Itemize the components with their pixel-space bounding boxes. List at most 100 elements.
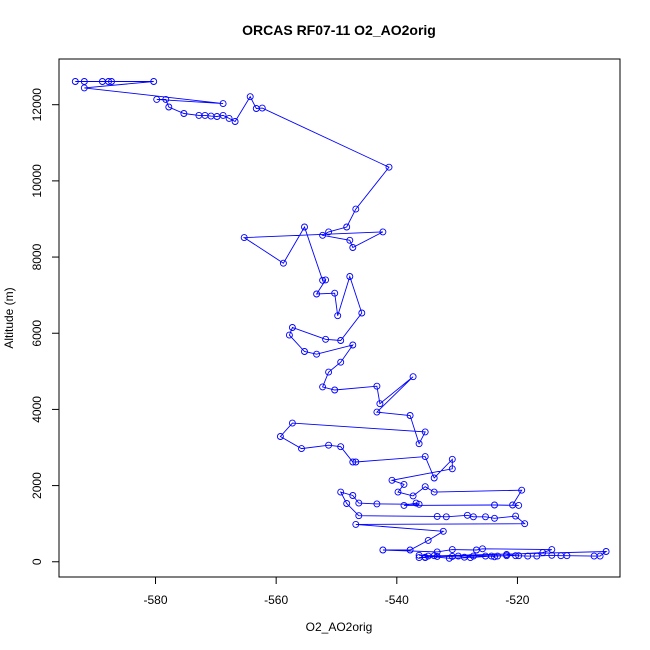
data-point [358, 309, 366, 317]
data-point [563, 552, 571, 560]
data-point [313, 350, 321, 358]
data-point [337, 358, 345, 366]
data-point [491, 501, 498, 509]
data-point [385, 163, 393, 171]
x-axis: -580 -560 -540 -520 [144, 577, 530, 607]
chart-title: ORCAS RF07-11 O2_AO2orig [242, 22, 436, 38]
data-point [355, 512, 363, 520]
data-point [153, 95, 161, 103]
data-point [373, 382, 381, 390]
data-point [596, 552, 604, 560]
data-point [469, 513, 477, 521]
data-point [219, 111, 227, 119]
data-point [71, 78, 79, 85]
data-point [285, 331, 293, 339]
y-tick-label: 0 [30, 558, 44, 565]
data-point [515, 501, 523, 509]
x-axis-label: O2_AO2orig [306, 620, 373, 634]
data-point [301, 223, 308, 231]
data-point [180, 110, 188, 117]
data-point [331, 289, 339, 297]
data-point [488, 552, 495, 560]
data-point [503, 552, 511, 560]
y-tick-label: 10000 [30, 164, 44, 198]
data-point [421, 554, 429, 562]
data-point [430, 488, 438, 496]
data-point [373, 500, 381, 508]
data-point [512, 552, 520, 560]
data-point [415, 551, 423, 559]
data-point [415, 500, 423, 508]
y-axis-label: Altitude (m) [2, 287, 16, 348]
data-point [240, 234, 248, 242]
data-point [346, 273, 354, 280]
data-point [337, 443, 345, 451]
data-point [406, 546, 414, 554]
data-point [433, 552, 441, 560]
data-point [482, 513, 489, 521]
data-point [288, 324, 296, 331]
data-point [165, 103, 173, 111]
data-point [352, 520, 360, 528]
data-point [439, 527, 447, 535]
y-tick-label: 2000 [30, 472, 44, 499]
data-point [337, 337, 345, 344]
data-point [322, 276, 330, 284]
data-point [325, 368, 333, 376]
data-point [379, 228, 387, 236]
data-point [298, 445, 305, 453]
data-point [491, 553, 498, 561]
data-point [313, 290, 321, 298]
data-point [539, 549, 547, 557]
data-point [150, 78, 158, 85]
data-point [301, 348, 308, 355]
data-point [515, 552, 523, 560]
data-point [406, 412, 414, 419]
data-point [343, 500, 351, 507]
data-point [319, 231, 327, 239]
data-point [442, 513, 450, 521]
x-tick-label: -580 [144, 593, 168, 607]
data-point [448, 465, 456, 473]
data-point [288, 419, 296, 427]
data-point [225, 114, 233, 122]
data-point [246, 93, 254, 101]
data-point [521, 520, 529, 528]
data-point [424, 536, 432, 544]
data-point [394, 488, 402, 496]
data-point [319, 383, 327, 391]
data-point [337, 488, 345, 496]
data-point [231, 118, 239, 125]
data-point [80, 84, 88, 92]
series-line [75, 81, 608, 559]
data-point [388, 476, 396, 484]
data-point [258, 104, 266, 112]
x-tick-label: -540 [385, 593, 409, 607]
data-point [415, 440, 423, 448]
data-point [548, 551, 556, 559]
data-point [346, 236, 354, 244]
x-tick-label: -560 [264, 593, 288, 607]
data-point [352, 205, 360, 213]
data-point [349, 341, 357, 349]
x-tick-label: -520 [505, 593, 529, 607]
data-point [421, 428, 429, 436]
data-point [319, 276, 327, 284]
data-point [334, 312, 342, 320]
y-tick-label: 8000 [30, 243, 44, 270]
data-point [279, 259, 287, 267]
data-point [322, 335, 330, 343]
data-point [479, 545, 486, 553]
data-point [355, 499, 363, 507]
data-point [466, 554, 474, 562]
data-point [518, 486, 526, 494]
data-point [400, 480, 408, 488]
data-point [331, 386, 339, 394]
data-point [430, 552, 438, 560]
data-point [276, 433, 284, 440]
data-point [400, 501, 408, 509]
data-point [448, 546, 456, 554]
data-point [409, 492, 417, 500]
data-point [430, 474, 438, 482]
data-point [343, 223, 351, 231]
